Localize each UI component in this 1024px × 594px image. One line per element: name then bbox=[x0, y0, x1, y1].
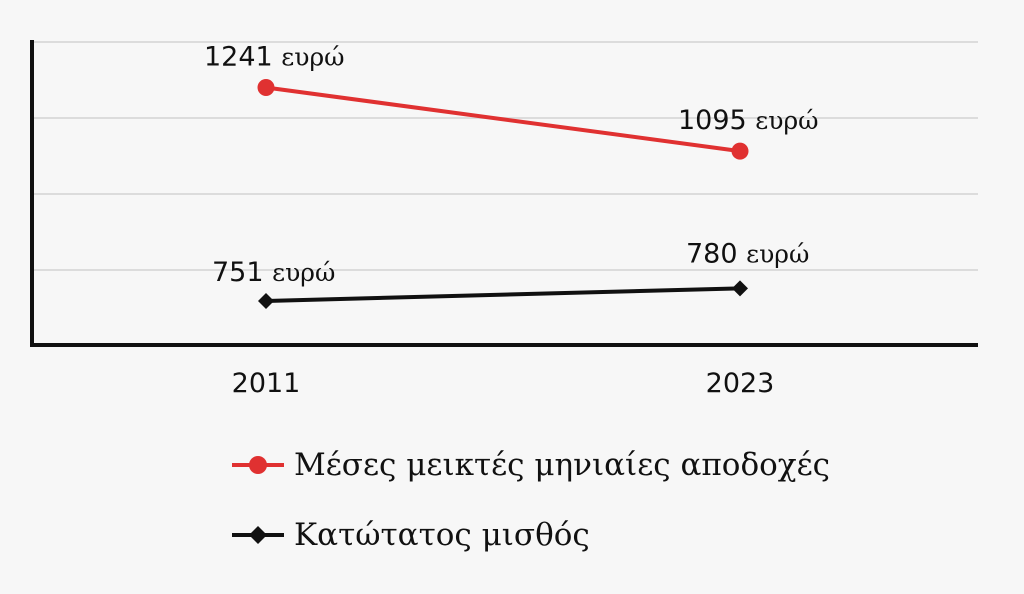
legend-swatch-red-circle bbox=[232, 456, 284, 474]
axes bbox=[30, 40, 978, 347]
series-line-1 bbox=[265, 286, 741, 303]
point-1-1 bbox=[732, 280, 748, 297]
legend-item-minimum-wage: Κατώτατος μισθός bbox=[228, 510, 830, 560]
legend-swatch-black-diamond bbox=[232, 526, 284, 544]
series-line-0 bbox=[265, 85, 741, 154]
gridlines bbox=[32, 41, 978, 271]
legend-label-average-wages: Μέσες μεικτές μηνιαίες αποδοχές bbox=[294, 447, 830, 483]
legend: Μέσες μεικτές μηνιαίες αποδοχές Κατώτατο… bbox=[228, 440, 830, 580]
legend-label-minimum-wage: Κατώτατος μισθός bbox=[294, 517, 590, 553]
x-tick-label-0: 2011 bbox=[232, 368, 301, 399]
point-0-0 bbox=[257, 78, 275, 96]
point-1-0 bbox=[258, 292, 274, 309]
legend-item-average-wages: Μέσες μεικτές μηνιαίες αποδοχές bbox=[228, 440, 830, 490]
x-tick-label-1: 2023 bbox=[706, 368, 775, 399]
data-label-1-0: 751 ευρώ bbox=[212, 257, 335, 288]
series-layer bbox=[257, 78, 749, 309]
data-label-1-1: 780 ευρώ bbox=[686, 238, 809, 269]
data-labels: 1241 ευρώ 1095 ευρώ 751 ευρώ 780 ευρώ bbox=[204, 41, 819, 288]
x-tick-labels: 2011 2023 bbox=[232, 368, 775, 399]
data-label-0-0: 1241 ευρώ bbox=[204, 41, 345, 72]
point-0-1 bbox=[731, 142, 749, 160]
data-label-0-1: 1095 ευρώ bbox=[678, 105, 819, 136]
